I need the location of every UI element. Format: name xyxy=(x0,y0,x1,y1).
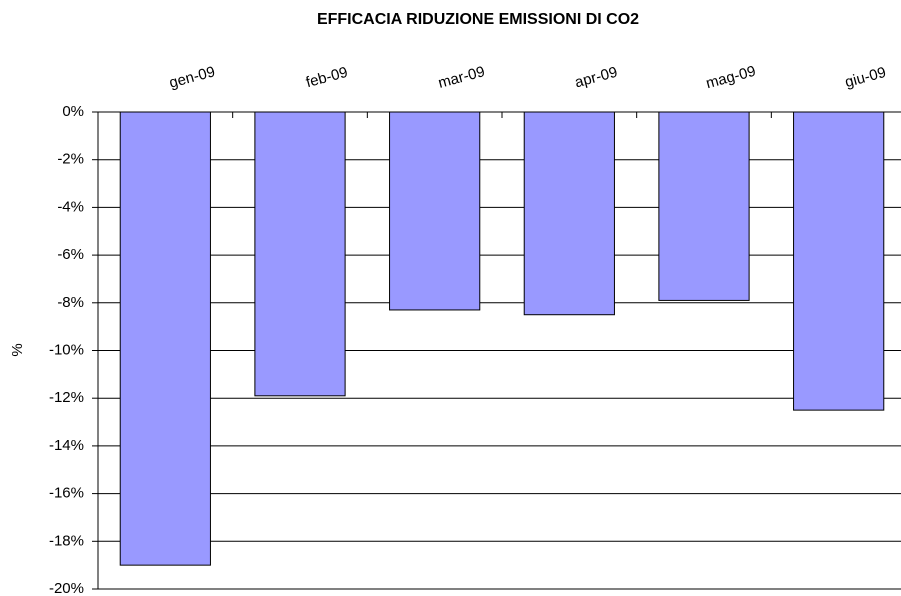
y-tick-label: -6% xyxy=(57,246,84,263)
x-tick-label: giu-09 xyxy=(843,64,888,91)
y-tick-label: -20% xyxy=(49,580,84,596)
chart-title: EFFICACIA RIDUZIONE EMISSIONI DI CO2 xyxy=(317,11,639,28)
bar xyxy=(658,111,750,301)
x-tick-label: gen-09 xyxy=(167,63,217,92)
x-tick-label: apr-09 xyxy=(573,64,619,92)
bar xyxy=(119,111,211,566)
y-tick-label: -14% xyxy=(49,437,84,454)
y-axis-label: % xyxy=(9,343,26,356)
bar xyxy=(523,111,615,316)
y-tick-label: -8% xyxy=(57,294,84,311)
y-tick-label: -18% xyxy=(49,532,84,549)
x-tick-label: feb-09 xyxy=(304,64,349,91)
y-tick-label: -12% xyxy=(49,389,84,406)
bar xyxy=(793,111,885,411)
bar xyxy=(389,111,481,311)
x-tick-label: mar-09 xyxy=(436,63,486,92)
x-tick-label: mag-09 xyxy=(704,63,758,93)
y-tick-label: -16% xyxy=(49,485,84,502)
bar xyxy=(254,111,346,397)
y-tick-label: -2% xyxy=(57,151,84,168)
y-tick-label: -10% xyxy=(49,341,84,358)
y-tick-label: 0% xyxy=(62,103,84,120)
y-tick-label: -4% xyxy=(57,198,84,215)
